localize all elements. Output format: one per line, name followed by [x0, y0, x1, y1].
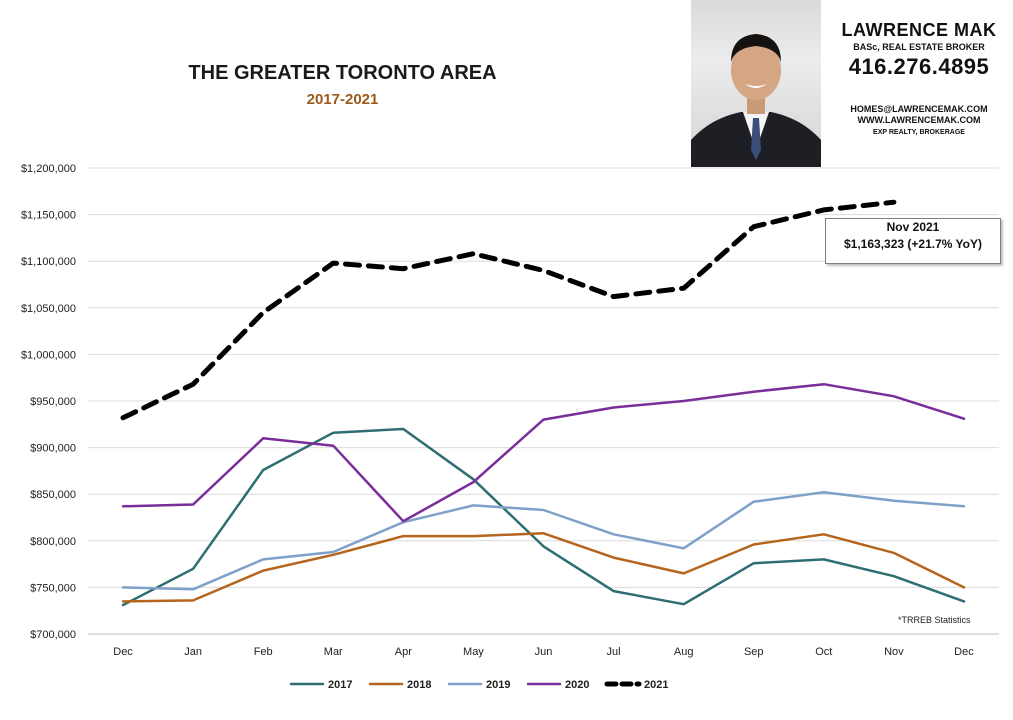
agent-email[interactable]: HOMES@LAWRENCEMAK.COM: [850, 104, 988, 114]
x-tick-label: Oct: [815, 646, 832, 658]
chart-legend: 2017 2018 2019 2020 2021: [289, 679, 668, 691]
x-tick-label: Apr: [395, 646, 412, 658]
x-tick-label: Jun: [535, 646, 553, 658]
x-tick-label: Jul: [607, 646, 621, 658]
series-line-2018: [121, 532, 966, 603]
x-tick-label: Mar: [324, 646, 343, 658]
callout-date: Nov 2021: [886, 220, 940, 234]
x-tick-label: Nov: [884, 646, 904, 658]
agent-website[interactable]: WWW.LAWRENCEMAK.COM: [857, 115, 981, 125]
series-line-2017: [121, 427, 966, 607]
legend-label-2019: 2019: [486, 679, 510, 691]
source-footnote: *TRREB Statistics: [898, 615, 971, 625]
agent-card: LAWRENCE MAK BASc, REAL ESTATE BROKER 41…: [834, 20, 1004, 136]
agent-portrait-image: [691, 34, 821, 167]
nov-2021-callout: Nov 2021 $1,163,323 (+21.7% YoY): [825, 218, 1001, 264]
y-tick-label: $750,000: [30, 582, 76, 594]
y-tick-label: $800,000: [30, 536, 76, 548]
agent-name: LAWRENCE MAK: [841, 20, 997, 40]
chart-subtitle: 2017-2021: [306, 91, 379, 108]
x-tick-label: May: [463, 646, 484, 658]
chart-title: THE GREATER TORONTO AREA: [188, 62, 497, 84]
y-tick-label: $1,100,000: [21, 256, 76, 268]
x-axis-labels: Dec Jan Feb Mar Apr May Jun Jul Aug Sep Oct Nov Dec: [113, 646, 974, 658]
agent-photo: [691, 0, 821, 167]
legend-label-2020: 2020: [565, 679, 589, 691]
y-tick-label: $1,050,000: [21, 303, 76, 315]
y-tick-label: $1,000,000: [21, 349, 76, 361]
y-tick-label: $700,000: [30, 629, 76, 641]
legend-label-2018: 2018: [407, 679, 431, 691]
agent-role: BASc, REAL ESTATE BROKER: [853, 42, 985, 52]
series-line-2019: [121, 491, 966, 591]
series-line-2020: [121, 382, 966, 523]
y-tick-label: $900,000: [30, 443, 76, 455]
y-tick-label: $950,000: [30, 396, 76, 408]
x-tick-label: Dec: [113, 646, 133, 658]
x-tick-label: Feb: [254, 646, 273, 658]
y-axis-labels: $700,000 $750,000 $800,000 $850,000 $900,000…: [21, 163, 76, 641]
agent-phone[interactable]: 416.276.4895: [848, 54, 990, 79]
agent-brokerage: EXP REALTY, BROKERAGE: [873, 129, 965, 136]
y-tick-label: $1,200,000: [21, 163, 76, 175]
legend-label-2017: 2017: [328, 679, 352, 691]
x-tick-label: Jan: [184, 646, 202, 658]
x-tick-label: Aug: [674, 646, 694, 658]
series-line-2021: [120, 199, 897, 421]
chart-series: [120, 199, 966, 607]
y-tick-label: $850,000: [30, 489, 76, 501]
x-tick-label: Dec: [954, 646, 974, 658]
x-tick-label: Sep: [744, 646, 764, 658]
legend-label-2021: 2021: [644, 679, 668, 691]
callout-value: $1,163,323 (+21.7% YoY): [844, 237, 982, 251]
y-tick-label: $1,150,000: [21, 210, 76, 222]
